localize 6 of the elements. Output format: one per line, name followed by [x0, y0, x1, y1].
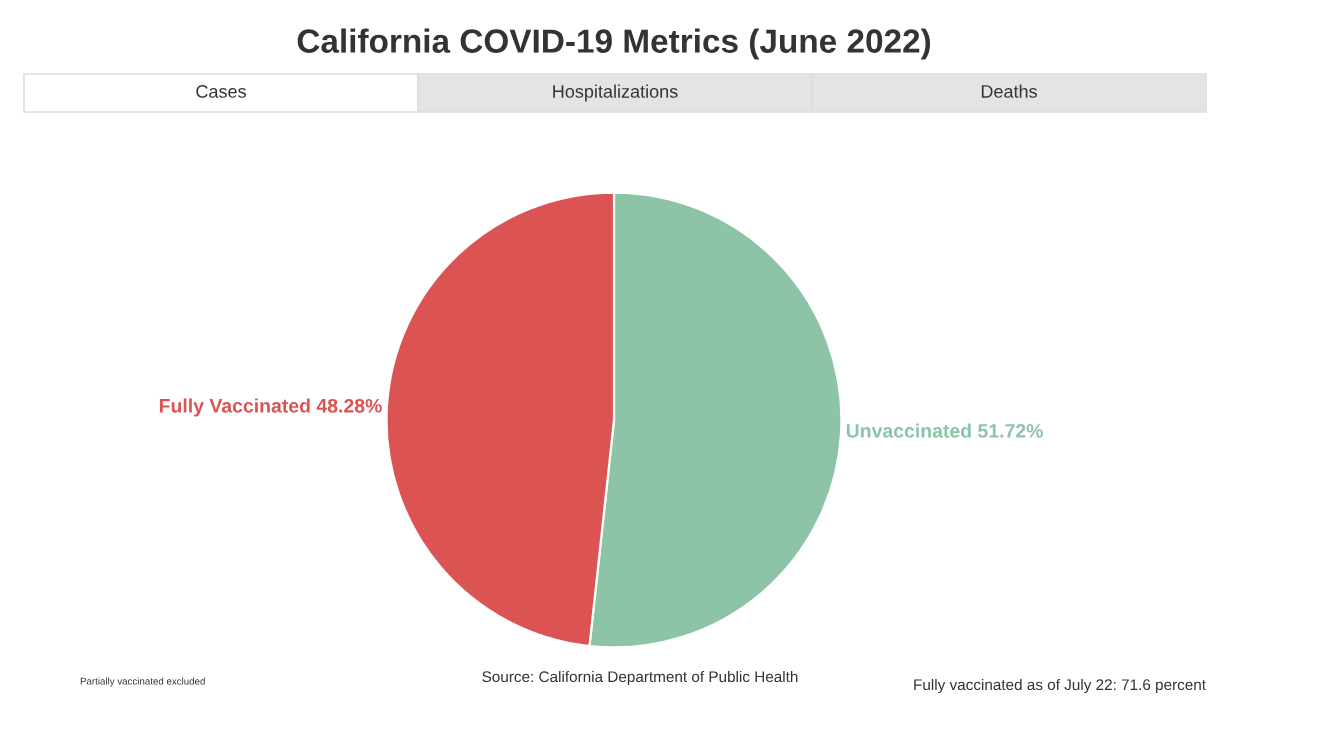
slice-label: Fully Vaccinated 48.28% [159, 398, 382, 417]
text: Deaths [981, 84, 1037, 98]
text: Hospitalizations [553, 84, 678, 102]
slice-label: Unvaccinated 51.72% [846, 423, 1043, 438]
text: Cases [196, 85, 246, 98]
chart-title: California COVID-19 Metrics (June 2022) [297, 28, 931, 60]
